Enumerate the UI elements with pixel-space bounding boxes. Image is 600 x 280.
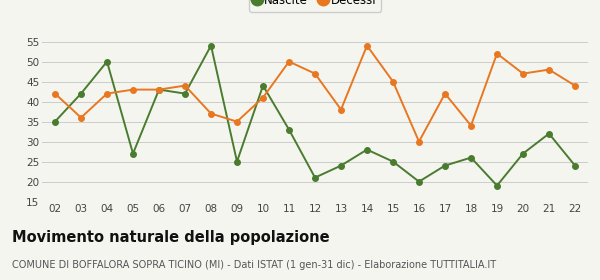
Nascite: [259, 84, 266, 87]
Nascite: [545, 132, 553, 135]
Nascite: [208, 44, 215, 47]
Decessi: [208, 112, 215, 115]
Decessi: [364, 44, 371, 47]
Nascite: [52, 120, 59, 123]
Nascite: [311, 176, 319, 179]
Nascite: [415, 180, 422, 183]
Nascite: [286, 128, 293, 131]
Decessi: [259, 96, 266, 99]
Nascite: [155, 88, 163, 91]
Text: COMUNE DI BOFFALORA SOPRA TICINO (MI) - Dati ISTAT (1 gen-31 dic) - Elaborazione: COMUNE DI BOFFALORA SOPRA TICINO (MI) - …: [12, 260, 496, 270]
Decessi: [389, 80, 397, 83]
Decessi: [442, 92, 449, 95]
Nascite: [493, 184, 500, 187]
Decessi: [77, 116, 85, 119]
Nascite: [130, 152, 137, 155]
Decessi: [103, 92, 110, 95]
Decessi: [493, 52, 500, 55]
Nascite: [181, 92, 188, 95]
Nascite: [520, 152, 527, 155]
Legend: Nascite, Decessi: Nascite, Decessi: [249, 0, 381, 11]
Decessi: [545, 68, 553, 71]
Decessi: [286, 60, 293, 63]
Decessi: [571, 84, 578, 87]
Nascite: [103, 60, 110, 63]
Nascite: [571, 164, 578, 167]
Decessi: [233, 120, 241, 123]
Decessi: [415, 140, 422, 143]
Decessi: [52, 92, 59, 95]
Nascite: [467, 156, 475, 159]
Decessi: [467, 124, 475, 127]
Line: Nascite: Nascite: [52, 43, 578, 188]
Decessi: [130, 88, 137, 91]
Decessi: [311, 72, 319, 75]
Nascite: [364, 148, 371, 151]
Nascite: [389, 160, 397, 163]
Decessi: [181, 84, 188, 87]
Nascite: [233, 160, 241, 163]
Text: Movimento naturale della popolazione: Movimento naturale della popolazione: [12, 230, 329, 245]
Nascite: [77, 92, 85, 95]
Decessi: [520, 72, 527, 75]
Nascite: [442, 164, 449, 167]
Line: Decessi: Decessi: [52, 43, 578, 144]
Nascite: [337, 164, 344, 167]
Decessi: [155, 88, 163, 91]
Decessi: [337, 108, 344, 111]
